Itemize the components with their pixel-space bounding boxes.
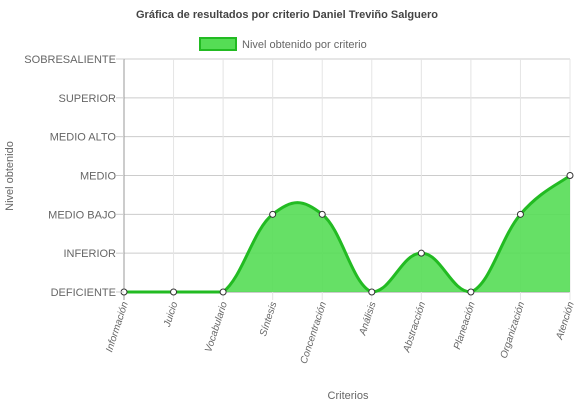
data-point[interactable]	[368, 288, 376, 296]
y-tick-label: MEDIO	[80, 171, 117, 183]
x-tick-label: Juicio	[162, 300, 181, 329]
y-tick-label: INFERIOR	[63, 248, 116, 260]
x-tick-label: Análisis	[357, 301, 378, 338]
y-axis-label: Nivel obtenido	[4, 141, 16, 211]
y-tick-label: SOBRESALIENTE	[24, 54, 116, 66]
x-tick-label: Información	[104, 300, 131, 354]
data-point[interactable]	[566, 172, 574, 179]
data-point[interactable]	[417, 249, 425, 257]
data-point[interactable]	[219, 288, 227, 296]
x-axis-label: Criterios	[328, 390, 369, 402]
x-tick-label: Síntesis	[258, 301, 279, 338]
y-tick-label: SUPERIOR	[59, 93, 117, 105]
x-tick-label: Organización	[499, 300, 528, 360]
x-tick-label: Vocabulario	[203, 300, 230, 354]
data-point[interactable]	[516, 210, 524, 218]
data-points	[120, 172, 574, 296]
data-point[interactable]	[467, 288, 475, 296]
x-tick-label: Concentración	[299, 300, 330, 365]
x-tick-label: Planeación	[452, 300, 478, 351]
series-fill	[124, 175, 570, 292]
data-point[interactable]	[170, 288, 178, 296]
y-axis-ticks: DEFICIENTE INFERIOR MEDIO BAJO MEDIO MEDIO A…	[24, 54, 124, 299]
chart-title: Gráfica de resultados por criterio Danie…	[136, 9, 438, 21]
data-point[interactable]	[269, 210, 277, 218]
y-tick-label: MEDIO BAJO	[48, 209, 116, 221]
series-area	[124, 174, 571, 294]
y-tick-label: MEDIO ALTO	[50, 132, 117, 144]
x-tick-label: Abstracción	[401, 300, 428, 354]
series-line	[124, 174, 571, 294]
y-tick-label: DEFICIENTE	[51, 287, 116, 299]
legend[interactable]: Nivel obtenido por criterio	[199, 37, 367, 51]
data-point[interactable]	[318, 210, 326, 218]
legend-label: Nivel obtenido por criterio	[242, 39, 367, 51]
x-tick-label: Atención	[554, 300, 574, 342]
x-axis-ticks: Información Juicio Vocabulario Síntesis Conc…	[104, 300, 574, 365]
legend-swatch	[199, 37, 237, 51]
